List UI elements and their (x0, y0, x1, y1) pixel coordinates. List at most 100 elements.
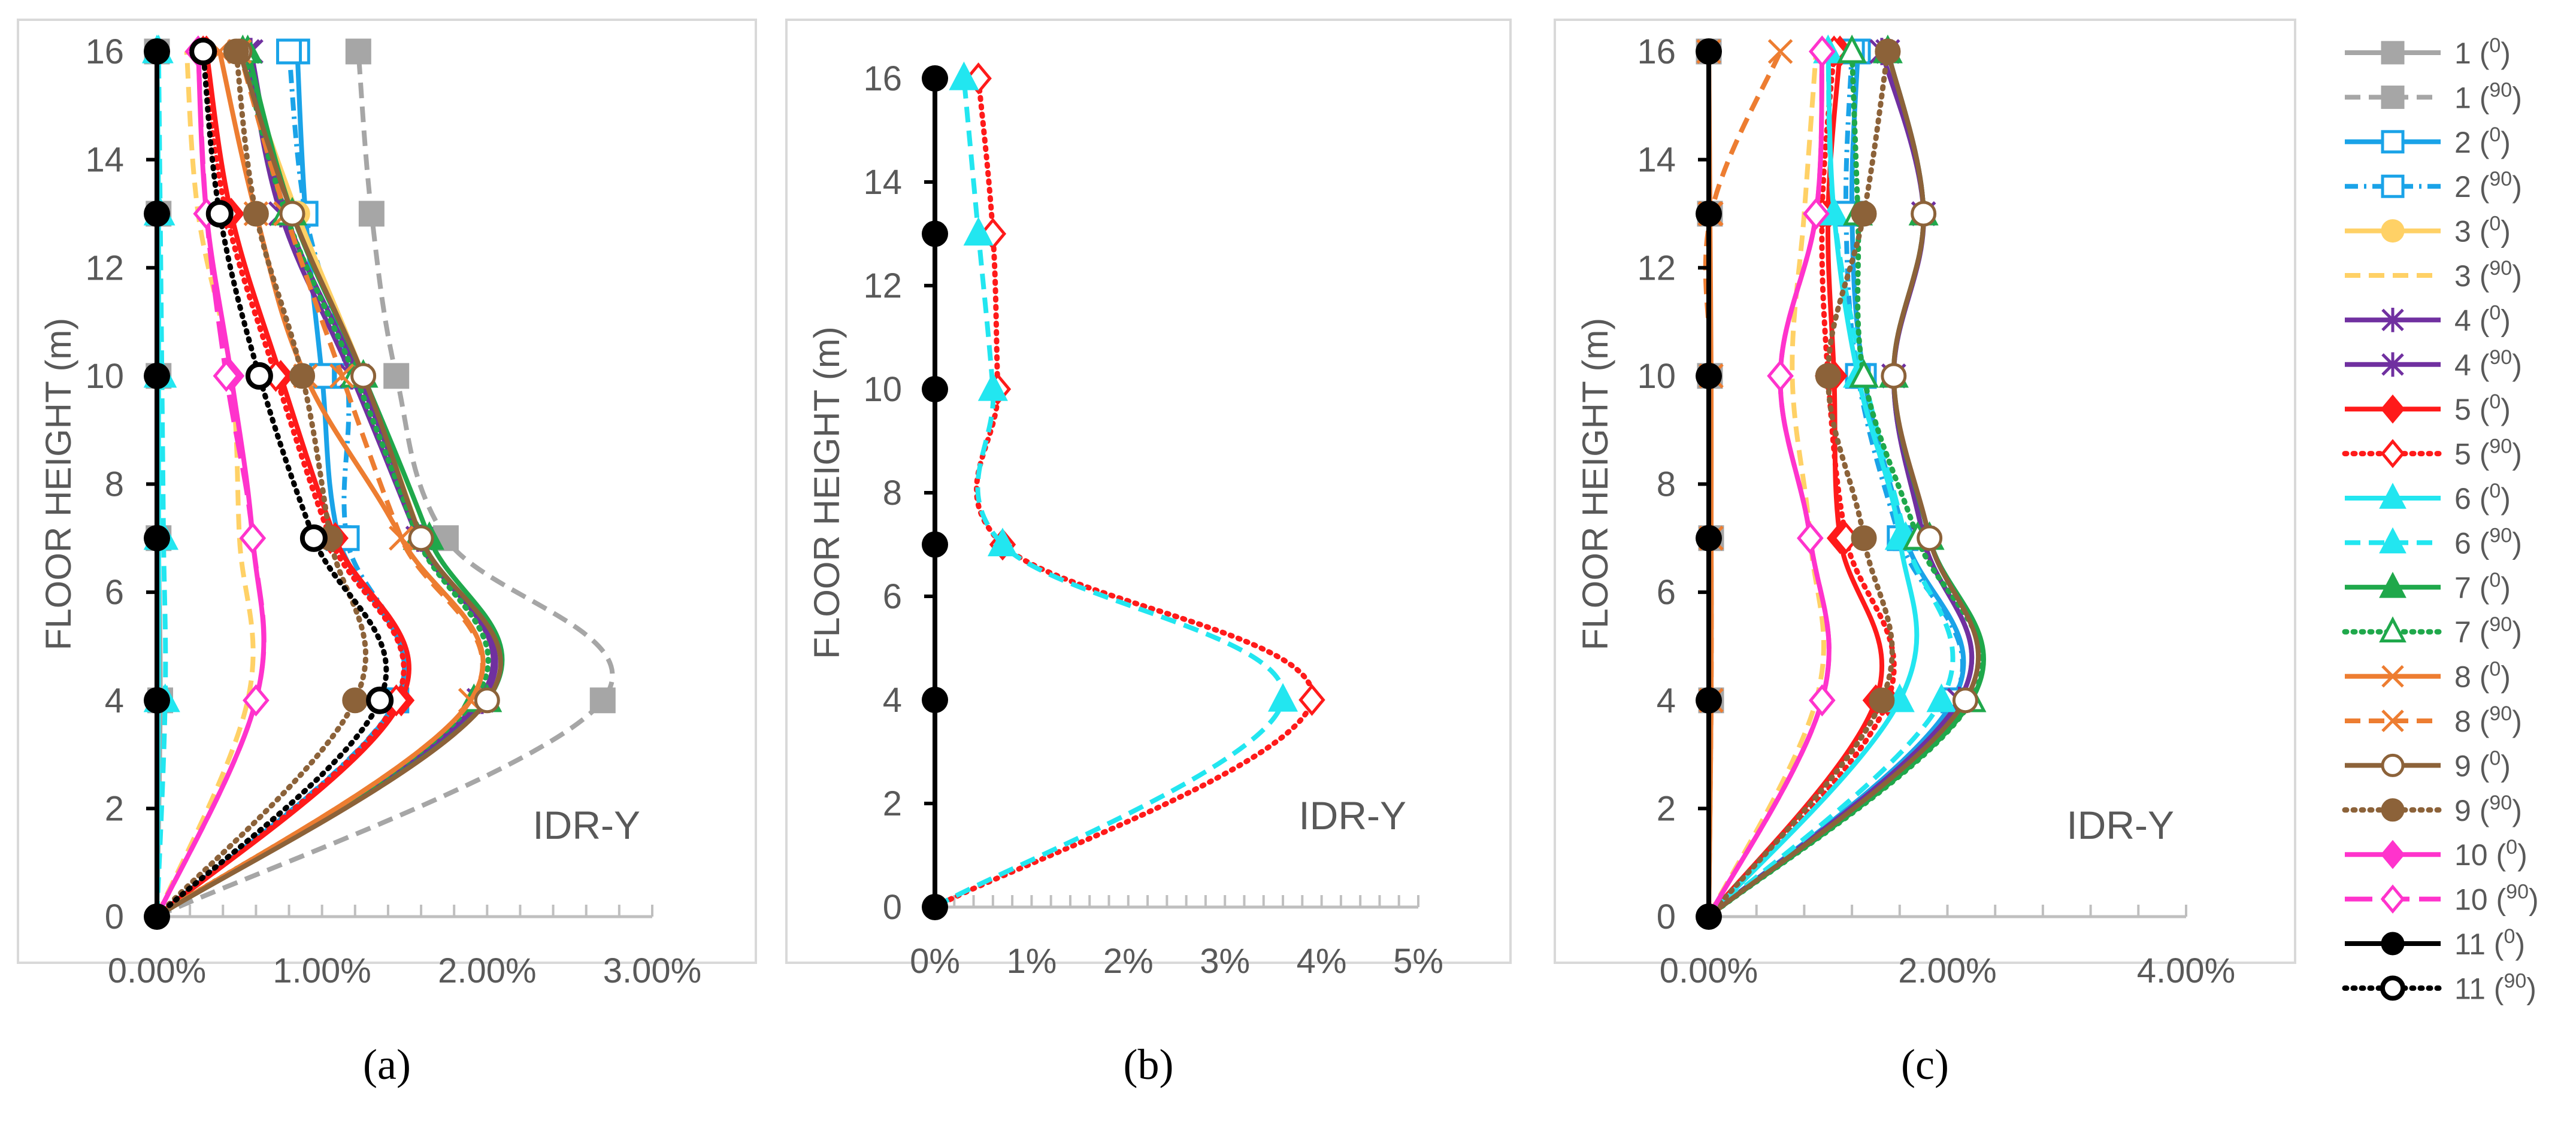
data-point (1917, 525, 1943, 551)
axis-data-point (1696, 687, 1722, 714)
y-tick-label: 4 (883, 681, 902, 720)
chart-panel-1: 0.00% 1.00% 2.00% 3.00% 0 2 4 6 8 10 12 14 16 FLOOR H… (17, 19, 757, 990)
series-1-90 (156, 38, 616, 919)
chart-annotation: IDR-Y (1298, 793, 1406, 838)
legend-item: 2 (0) (2345, 123, 2511, 159)
legend-item: 10 (0) (2345, 836, 2527, 872)
legend-marker (2381, 174, 2405, 198)
x-tick-label: 2.00% (438, 951, 536, 990)
axis-data-point (922, 220, 948, 247)
series-line (1707, 51, 1956, 918)
legend-marker (2381, 753, 2405, 777)
chart-panel-2: 0% 1% 2% 3% 4% 5% 0 2 4 6 8 10 12 14 16 FLOOR HEIGHT (m… (785, 19, 1512, 981)
data-point (589, 687, 616, 714)
data-point (189, 38, 217, 65)
x-tick-label: 3.00% (603, 951, 701, 990)
legend-marker (2379, 616, 2407, 642)
legend: 1 (0) 1 (90) 2 (0) 2 (90) 3 (0) 3 (90) 4 (0) 4 … (2342, 34, 2539, 1005)
legend-marker (2381, 709, 2404, 732)
legend-item: 11 (90) (2342, 969, 2536, 1005)
legend-marker (2381, 665, 2404, 688)
legend-label: 5 (0) (2454, 390, 2511, 426)
legend-item: 7 (90) (2342, 613, 2522, 649)
axis-data-point (922, 376, 948, 402)
y-tick-label: 4 (105, 681, 124, 720)
data-point (977, 372, 1008, 401)
legend-marker (2381, 352, 2404, 377)
data-point (1767, 39, 1793, 64)
data-point (1851, 201, 1877, 227)
series-9-90 (154, 38, 368, 920)
legend-item: 6 (0) (2345, 480, 2511, 516)
legend-item: 7 (0) (2345, 569, 2511, 605)
axis-data-point (922, 65, 948, 92)
y-tick-label: 2 (1657, 789, 1676, 828)
series-line (1706, 51, 1832, 918)
legend-label: 3 (90) (2454, 257, 2522, 293)
x-tick-label: 5% (1393, 942, 1443, 981)
y-tick-label: 12 (863, 266, 902, 305)
y-tick-label: 2 (883, 784, 902, 823)
legend-label: 10 (0) (2454, 836, 2527, 872)
y-tick-label: 16 (85, 32, 124, 71)
axis-data-point (1696, 38, 1722, 65)
axis-data-point (922, 687, 948, 713)
chart-annotation: IDR-Y (532, 803, 640, 847)
x-tick-label: 4.00% (2137, 951, 2235, 990)
legend-label: 6 (90) (2454, 524, 2522, 560)
axis-data-point (144, 903, 170, 930)
x-tick-label: 4% (1297, 942, 1347, 981)
data-point (1298, 684, 1325, 716)
y-tick-label: 8 (105, 465, 124, 504)
axis-data-point (144, 38, 170, 65)
data-point (1848, 359, 1879, 388)
y-tick-label: 4 (1657, 681, 1676, 720)
y-tick-label: 14 (85, 141, 124, 180)
data-point (1926, 683, 1957, 712)
data-point (358, 201, 385, 227)
legend-marker (2380, 839, 2405, 869)
axis-data-point (1696, 362, 1722, 389)
legend-marker (2381, 41, 2405, 65)
y-tick-label: 10 (863, 370, 902, 409)
legend-label: 1 (90) (2454, 78, 2522, 114)
series-line (155, 51, 256, 918)
data-point (243, 684, 270, 717)
axis-data-point (1696, 903, 1722, 930)
data-point (279, 201, 305, 227)
legend-marker (2381, 130, 2405, 154)
legend-item: 8 (90) (2345, 702, 2522, 738)
axis-data-point (144, 200, 170, 227)
series-9-90 (1706, 38, 1901, 920)
legend-item: 1 (0) (2345, 34, 2511, 70)
data-point (213, 360, 240, 392)
data-point (239, 522, 267, 554)
y-tick-label: 10 (1637, 357, 1676, 396)
legend-item: 11 (0) (2345, 925, 2525, 961)
y-tick-label: 16 (863, 59, 902, 98)
legend-item: 5 (90) (2342, 435, 2522, 471)
chart-frame (785, 19, 1512, 964)
data-point (1803, 198, 1830, 230)
legend-marker (2381, 798, 2405, 822)
legend-marker (2380, 884, 2405, 914)
chart-panel-3: 0.00% 2.00% 4.00% 0 2 4 6 8 10 12 14 16 FLOOR HEIGHT… (1554, 19, 2296, 990)
data-point (243, 201, 269, 227)
x-tick-label: 0.00% (108, 951, 206, 990)
legend-item: 4 (90) (2345, 346, 2522, 382)
series-line (155, 51, 267, 918)
data-point (350, 363, 377, 389)
legend-item: 6 (90) (2345, 524, 2522, 560)
series-line (1703, 50, 1783, 917)
legend-item: 3 (90) (2345, 257, 2522, 293)
legend-item: 9 (90) (2342, 792, 2522, 827)
legend-label: 4 (0) (2454, 301, 2511, 337)
y-tick-label: 0 (105, 897, 124, 936)
legend-item: 2 (90) (2345, 168, 2522, 204)
legend-label: 1 (0) (2454, 34, 2511, 70)
y-tick-label: 6 (1657, 573, 1676, 612)
data-point (1952, 687, 1978, 714)
x-tick-label: 1.00% (273, 951, 371, 990)
y-tick-label: 2 (105, 789, 124, 828)
legend-marker (2379, 572, 2407, 598)
